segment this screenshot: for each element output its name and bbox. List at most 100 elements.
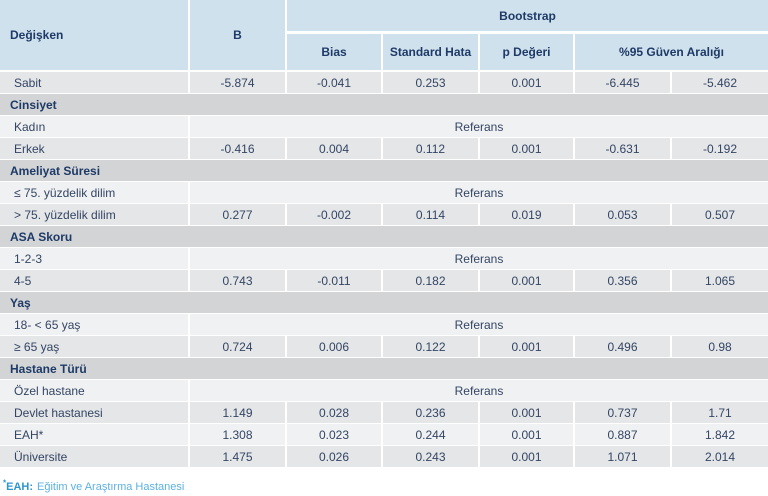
- table-body: Sabit -5.874 -0.041 0.253 0.001 -6.445 -5.462 C…: [0, 72, 768, 467]
- table-row: > 75. yüzdelik dilim 0.277 -0.002 0.114 0.01…: [0, 204, 768, 225]
- table-header: Değişken B Bootstrap Bias Standard Hata …: [0, 0, 768, 70]
- cell-bias: -0.011: [287, 270, 383, 291]
- table-row: Özel hastane Referans: [0, 380, 768, 401]
- cell-standard-error: 0.243: [383, 446, 480, 467]
- cell-standard-error: 0.253: [383, 72, 480, 93]
- table-row: 18- < 65 yaş Referans: [0, 314, 768, 335]
- cell-standard-error: 0.236: [383, 402, 480, 423]
- cell-b: 0.724: [190, 336, 287, 357]
- table-row: Sabit -5.874 -0.041 0.253 0.001 -6.445 -5.462: [0, 72, 768, 93]
- cell-standard-error: 0.244: [383, 424, 480, 445]
- row-label: 18- < 65 yaş: [0, 314, 190, 335]
- section-header-row: Yaş: [0, 292, 768, 313]
- cell-b: 1.308: [190, 424, 287, 445]
- cell-b: 0.743: [190, 270, 287, 291]
- referans-cell: Referans: [190, 182, 768, 203]
- section-header-row: Cinsiyet: [0, 94, 768, 115]
- row-label: EAH*: [0, 424, 190, 445]
- cell-p-value: 0.001: [480, 446, 575, 467]
- section-header-row: ASA Skoru: [0, 226, 768, 247]
- cell-ci-lower: 0.887: [575, 424, 672, 445]
- row-label: ≥ 65 yaş: [0, 336, 190, 357]
- cell-b: -0.416: [190, 138, 287, 159]
- footnote-definition: Eğitim ve Araştırma Hastanesi: [37, 480, 185, 493]
- cell-ci-lower: 1.071: [575, 446, 672, 467]
- cell-p-value: 0.001: [480, 424, 575, 445]
- cell-ci-lower: 0.737: [575, 402, 672, 423]
- header-bootstrap-group: Bootstrap: [287, 0, 768, 34]
- cell-ci-lower: 0.496: [575, 336, 672, 357]
- cell-ci-upper: 2.014: [672, 446, 768, 467]
- header-variable: Değişken: [0, 0, 190, 70]
- header-bias: Bias: [287, 34, 383, 70]
- cell-ci-lower: 0.356: [575, 270, 672, 291]
- table-row: Üniversite 1.475 0.026 0.243 0.001 1.071 2.014: [0, 446, 768, 467]
- referans-cell: Referans: [190, 116, 768, 137]
- header-p-value: p Değeri: [480, 34, 575, 70]
- referans-cell: Referans: [190, 248, 768, 269]
- table-row: 4-5 0.743 -0.011 0.182 0.001 0.356 1.065: [0, 270, 768, 291]
- section-header-row: Hastane Türü: [0, 358, 768, 379]
- cell-p-value: 0.001: [480, 336, 575, 357]
- referans-cell: Referans: [190, 380, 768, 401]
- header-standard-error: Standard Hata: [383, 34, 480, 70]
- footnote-abbreviation: EAH:: [6, 480, 34, 493]
- cell-ci-upper: 0.507: [672, 204, 768, 225]
- section-title: ASA Skoru: [0, 226, 768, 247]
- cell-b: 1.149: [190, 402, 287, 423]
- table-row: Kadın Referans: [0, 116, 768, 137]
- cell-ci-lower: -0.631: [575, 138, 672, 159]
- cell-p-value: 0.001: [480, 138, 575, 159]
- cell-standard-error: 0.114: [383, 204, 480, 225]
- section-title: Cinsiyet: [0, 94, 768, 115]
- footnote-term: *EAH:: [3, 478, 34, 493]
- cell-bias: 0.004: [287, 138, 383, 159]
- section-header-row: Ameliyat Süresi: [0, 160, 768, 181]
- table-row: Erkek -0.416 0.004 0.112 0.001 -0.631 -0.192: [0, 138, 768, 159]
- cell-b: 0.277: [190, 204, 287, 225]
- table-row: ≤ 75. yüzdelik dilim Referans: [0, 182, 768, 203]
- footnote-asterisk: *: [3, 478, 7, 487]
- table-row: ≥ 65 yaş 0.724 0.006 0.122 0.001 0.496 0.98: [0, 336, 768, 357]
- cell-bias: 0.028: [287, 402, 383, 423]
- cell-ci-upper: -5.462: [672, 72, 768, 93]
- cell-standard-error: 0.182: [383, 270, 480, 291]
- section-title: Yaş: [0, 292, 768, 313]
- row-label: Özel hastane: [0, 380, 190, 401]
- table-row: Devlet hastanesi 1.149 0.028 0.236 0.001 0.73…: [0, 402, 768, 423]
- row-label: Erkek: [0, 138, 190, 159]
- cell-bias: -0.041: [287, 72, 383, 93]
- cell-ci-upper: 1.71: [672, 402, 768, 423]
- header-b-coefficient: B: [190, 0, 287, 70]
- header-confidence-interval: %95 Güven Aralığı: [575, 34, 768, 70]
- cell-ci-upper: 1.065: [672, 270, 768, 291]
- row-label: 1-2-3: [0, 248, 190, 269]
- cell-p-value: 0.001: [480, 72, 575, 93]
- cell-bias: 0.006: [287, 336, 383, 357]
- referans-cell: Referans: [190, 314, 768, 335]
- cell-b: -5.874: [190, 72, 287, 93]
- footnote: *EAH: Eğitim ve Araştırma Hastanesi: [0, 468, 768, 494]
- cell-bias: 0.026: [287, 446, 383, 467]
- cell-standard-error: 0.112: [383, 138, 480, 159]
- cell-standard-error: 0.122: [383, 336, 480, 357]
- row-label: ≤ 75. yüzdelik dilim: [0, 182, 190, 203]
- row-label: > 75. yüzdelik dilim: [0, 204, 190, 225]
- row-label: Kadın: [0, 116, 190, 137]
- cell-b: 1.475: [190, 446, 287, 467]
- cell-ci-lower: 0.053: [575, 204, 672, 225]
- row-label: Devlet hastanesi: [0, 402, 190, 423]
- table-row: EAH* 1.308 0.023 0.244 0.001 0.887 1.842: [0, 424, 768, 445]
- cell-bias: -0.002: [287, 204, 383, 225]
- cell-bias: 0.023: [287, 424, 383, 445]
- table-row: 1-2-3 Referans: [0, 248, 768, 269]
- cell-ci-lower: -6.445: [575, 72, 672, 93]
- row-label: Sabit: [0, 72, 190, 93]
- cell-ci-upper: -0.192: [672, 138, 768, 159]
- cell-ci-upper: 1.842: [672, 424, 768, 445]
- cell-p-value: 0.001: [480, 402, 575, 423]
- section-title: Hastane Türü: [0, 358, 768, 379]
- section-title: Ameliyat Süresi: [0, 160, 768, 181]
- cell-p-value: 0.001: [480, 270, 575, 291]
